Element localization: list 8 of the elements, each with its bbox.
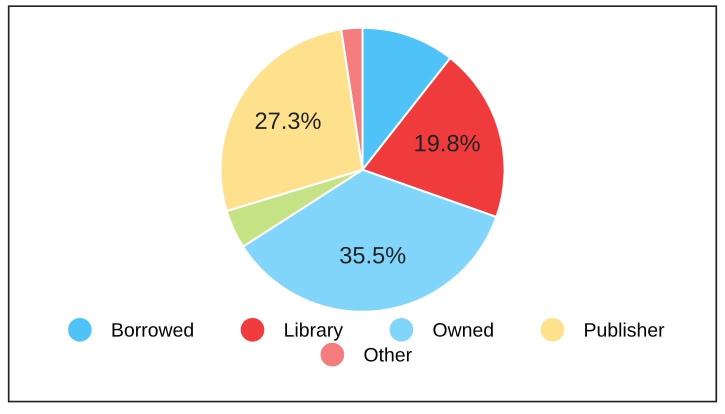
legend-label: Owned (433, 322, 493, 337)
legend-label: Borrowed (112, 322, 193, 337)
data-label: 35.5% (340, 246, 406, 264)
legend-label: Library (285, 322, 344, 341)
legend-label: Publisher (585, 322, 664, 337)
data-label: 27.3% (256, 112, 321, 130)
data-label: 19.8% (415, 134, 480, 152)
legend-label: Other (364, 347, 412, 362)
